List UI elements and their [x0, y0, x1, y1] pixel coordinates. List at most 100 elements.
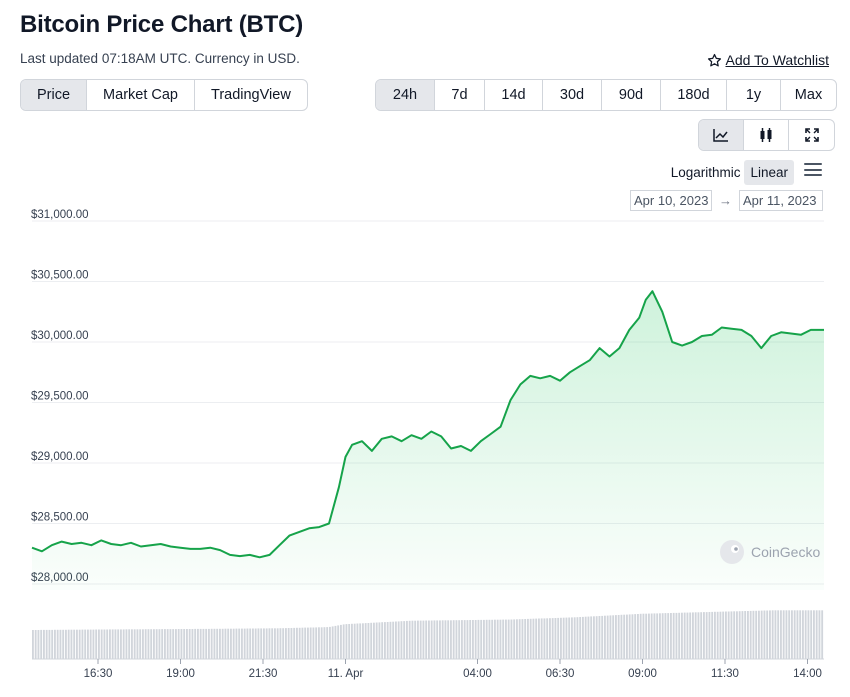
- volume-bar: [758, 610, 760, 659]
- tab-tradingview[interactable]: TradingView: [211, 87, 291, 103]
- volume-bar: [51, 629, 54, 659]
- volume-bar: [686, 612, 689, 659]
- volume-bar: [810, 610, 813, 659]
- volume-bar: [274, 628, 276, 659]
- volume-bar: [463, 620, 466, 659]
- volume-bar: [474, 620, 477, 659]
- volume-bar: [576, 617, 579, 659]
- volume-bar: [120, 629, 122, 659]
- volume-bar: [175, 629, 177, 659]
- volume-bar: [122, 629, 125, 659]
- volume-bar: [747, 611, 749, 659]
- volume-bar: [714, 611, 716, 659]
- volume-bar: [345, 624, 348, 659]
- volume-bar: [656, 613, 659, 659]
- star-icon: [707, 53, 721, 66]
- volume-bar: [45, 629, 48, 659]
- volume-bar: [161, 629, 164, 659]
- volume-bar: [197, 628, 199, 659]
- volume-bar: [725, 611, 727, 659]
- volume-bar: [466, 620, 469, 659]
- range-30d[interactable]: 30d: [543, 80, 602, 110]
- range-24h[interactable]: 24h: [376, 80, 435, 110]
- volume-bar: [538, 618, 540, 659]
- volume-bar: [326, 627, 329, 659]
- volume-bar: [287, 628, 290, 659]
- volume-bar: [645, 613, 648, 659]
- volume-bar: [461, 620, 463, 659]
- volume-bar: [367, 623, 370, 659]
- volume-bar: [252, 628, 254, 659]
- volume-bar: [562, 617, 565, 659]
- volume-bar: [755, 610, 758, 659]
- tab-market-cap[interactable]: Market Cap: [87, 80, 195, 110]
- coingecko-logo-icon: [720, 540, 744, 564]
- volume-bar: [661, 613, 664, 659]
- volume-bar: [628, 614, 631, 659]
- volume-bar: [221, 628, 224, 659]
- line-chart-button[interactable]: [699, 120, 744, 150]
- volume-bar: [290, 628, 293, 659]
- y-tick-label: $31,000.00: [31, 209, 89, 221]
- volume-bar: [428, 620, 430, 659]
- volume-bar: [142, 629, 144, 659]
- volume-bar: [106, 629, 109, 659]
- volume-bar: [730, 611, 733, 659]
- volume-bar: [227, 628, 230, 659]
- volume-bar: [320, 627, 323, 659]
- volume-bar: [128, 629, 131, 659]
- volume-bar: [516, 619, 518, 659]
- volume-bar: [155, 629, 158, 659]
- date-to-input[interactable]: [739, 190, 823, 211]
- volume-bar: [208, 628, 210, 659]
- volume-bar: [703, 612, 705, 659]
- range-180d[interactable]: 180d: [661, 80, 727, 110]
- hamburger-menu-icon[interactable]: [804, 163, 822, 177]
- volume-bar: [667, 613, 670, 659]
- expand-button[interactable]: [789, 120, 834, 150]
- tab-price[interactable]: Price: [21, 80, 88, 110]
- volume-bar: [89, 629, 92, 659]
- scale-logarithmic[interactable]: Logarithmic: [670, 165, 741, 180]
- volume-bar: [782, 610, 785, 659]
- volume-bar: [359, 623, 362, 659]
- line-chart-icon: [713, 129, 728, 142]
- volume-bar: [144, 629, 147, 659]
- volume-bar: [683, 612, 686, 659]
- volume-bar: [521, 619, 524, 659]
- volume-bar: [188, 629, 191, 659]
- expand-icon: [804, 128, 819, 142]
- date-from-input[interactable]: [630, 190, 712, 211]
- volume-bar: [164, 629, 166, 659]
- volume-bar: [40, 629, 43, 659]
- volume-bar: [496, 619, 499, 659]
- volume-bar: [147, 629, 150, 659]
- range-max[interactable]: Max: [794, 87, 823, 103]
- volume-bar: [590, 616, 593, 659]
- volume-bar: [694, 612, 697, 659]
- candlestick-button[interactable]: [744, 120, 789, 150]
- volume-bar: [307, 627, 309, 659]
- volume-bar: [791, 610, 793, 659]
- range-7d[interactable]: 7d: [435, 80, 485, 110]
- range-1y[interactable]: 1y: [727, 80, 781, 110]
- volume-bar: [623, 614, 626, 659]
- volume-bar: [54, 629, 56, 659]
- scale-linear[interactable]: Linear: [744, 160, 794, 185]
- y-tick-label: $30,500.00: [31, 270, 89, 282]
- volume-bar: [166, 629, 169, 659]
- volume-bar: [617, 615, 620, 659]
- volume-bar: [153, 629, 155, 659]
- add-to-watchlist-link[interactable]: Add To Watchlist: [707, 52, 829, 68]
- volume-bar: [818, 610, 821, 659]
- volume-bar: [598, 616, 601, 659]
- volume-bar: [505, 619, 507, 659]
- volume-bar: [584, 616, 587, 659]
- volume-bar: [191, 629, 194, 659]
- volume-bar: [340, 624, 342, 659]
- volume-bar: [43, 629, 45, 659]
- range-90d[interactable]: 90d: [602, 80, 661, 110]
- range-14d[interactable]: 14d: [485, 80, 543, 110]
- volume-bar: [56, 629, 59, 659]
- volume-bar: [76, 629, 78, 659]
